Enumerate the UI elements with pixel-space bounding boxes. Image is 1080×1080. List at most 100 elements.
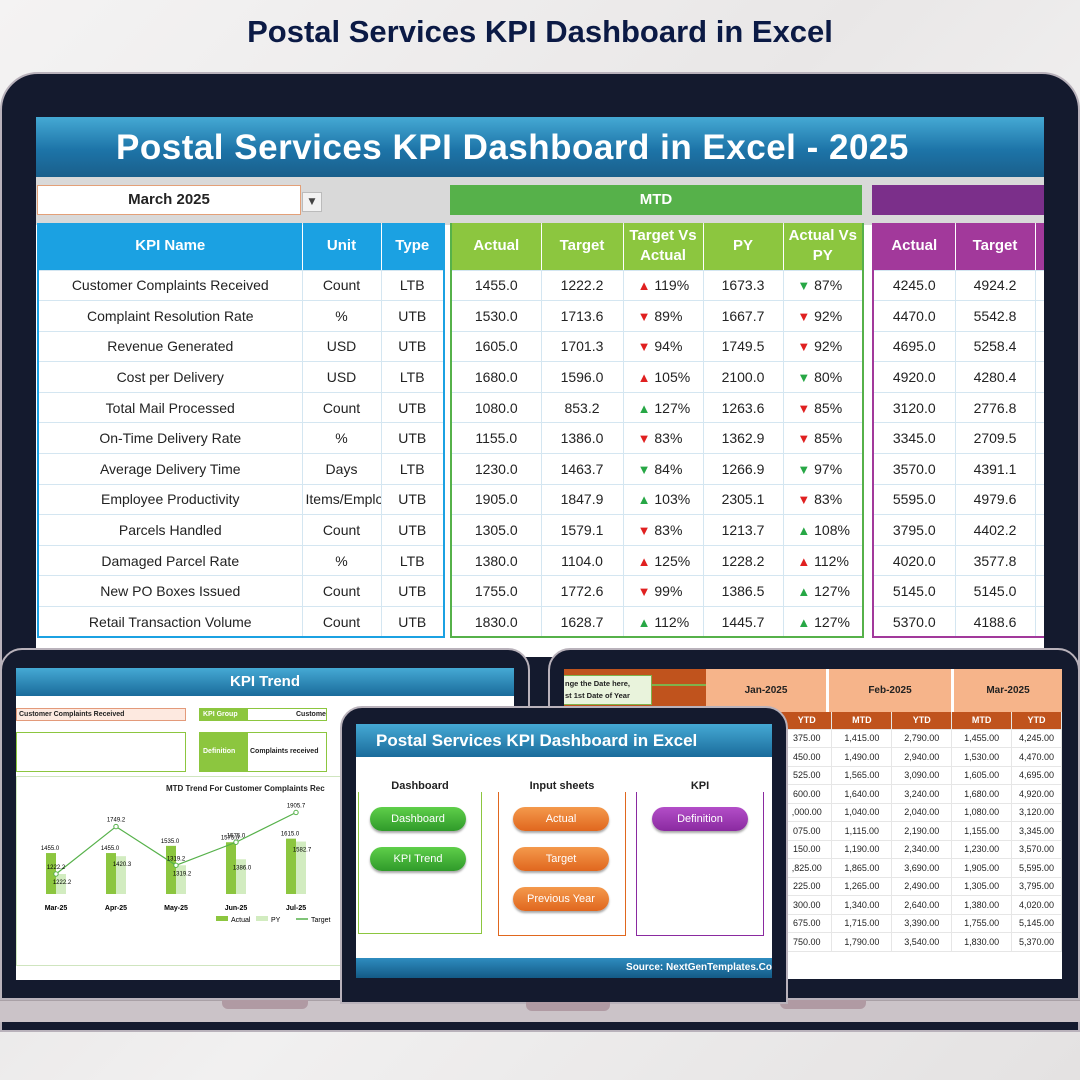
- mtd-py: 1263.6: [703, 392, 784, 424]
- sheet-cell: 1,905.00: [951, 858, 1013, 878]
- mtd-apy: ▼ 83%: [783, 484, 864, 516]
- legend-label: Target: [311, 917, 331, 924]
- ytd-row: 4020.0 3577.8: [873, 545, 1044, 577]
- sheet-table: YTD MTD YTD MTD YTD 375.00 1,415.00 2,790.…: [782, 712, 1062, 952]
- sheet-cell: 1,865.00: [831, 858, 893, 878]
- col-ytd-more: [1035, 223, 1044, 271]
- arrow-up-icon: ▲: [797, 553, 811, 569]
- date-note-line2: st 1st Date of Year: [565, 691, 630, 700]
- sheet-cell: 2,640.00: [891, 895, 953, 915]
- target-button[interactable]: Target: [513, 847, 609, 871]
- arrow-up-icon: ▲: [637, 492, 651, 508]
- ytd-row: 4245.0 4924.2: [873, 270, 1044, 302]
- ytd-more: [1035, 422, 1044, 455]
- sheet-cell: 3,090.00: [891, 766, 953, 785]
- mtd-actual: 1530.0: [451, 300, 542, 332]
- ytd-header: [872, 185, 1044, 215]
- mtd-apy: ▼ 85%: [783, 422, 864, 455]
- chevron-down-icon[interactable]: ▼: [302, 192, 322, 212]
- sheet-cell: 750.00: [782, 932, 833, 952]
- ytd-actual: 5595.0: [873, 484, 956, 516]
- ytd-more: [1035, 331, 1044, 363]
- col-mtd-actual: Actual: [451, 223, 542, 271]
- arrow-down-icon: ▼: [797, 461, 811, 477]
- mtd-actual: 1380.0: [451, 545, 542, 577]
- mtd-py: 1213.7: [703, 514, 784, 546]
- dashboard-banner: Postal Services KPI Dashboard in Excel -…: [36, 117, 1044, 177]
- section-input-title: Input sheets: [498, 780, 626, 792]
- mtd-row: 1305.0 1579.1 ▼ 83% 1213.7 ▲ 108%: [451, 514, 864, 546]
- kpi-trend-button[interactable]: KPI Trend: [370, 847, 466, 871]
- index-title: Postal Services KPI Dashboard in Excel: [356, 724, 772, 757]
- sheet-cell: 5,370.00: [1011, 932, 1062, 952]
- ytd-more: [1035, 606, 1044, 638]
- kpi-row: Average Delivery Time Days LTB: [38, 453, 445, 485]
- kpi-row: On-Time Delivery Rate % UTB: [38, 422, 445, 455]
- section-kpi: [636, 786, 764, 936]
- kpi-unit: Days: [302, 453, 382, 485]
- kpi-selector[interactable]: Customer Complaints Received: [16, 708, 186, 721]
- actual-data-label: 1455.0: [101, 846, 120, 852]
- arrow-up-icon: ▲: [637, 614, 651, 630]
- mtd-py: 1667.7: [703, 300, 784, 332]
- mtd-tva: ▲ 119%: [623, 270, 704, 302]
- mtd-apy: ▼ 80%: [783, 361, 864, 393]
- kpi-name: Retail Transaction Volume: [38, 606, 303, 638]
- ytd-target: 4280.4: [955, 361, 1036, 393]
- kpi-unit: USD: [302, 331, 382, 363]
- mtd-apy: ▼ 85%: [783, 392, 864, 424]
- mtd-row: 1380.0 1104.0 ▲ 125% 1228.2 ▲ 112%: [451, 545, 864, 577]
- kpi-type: LTB: [381, 453, 445, 485]
- month-selector[interactable]: March 2025: [37, 185, 301, 215]
- mtd-py: 1749.5: [703, 331, 784, 363]
- mtd-actual: 1305.0: [451, 514, 542, 546]
- ytd-more: [1035, 575, 1044, 608]
- kpi-unit: Count: [302, 575, 382, 608]
- sheet-cell: 375.00: [782, 729, 833, 748]
- sheet-cell: 1,305.00: [951, 877, 1013, 896]
- mtd-apy: ▲ 127%: [783, 606, 864, 638]
- x-tick-label: Apr-25: [105, 905, 127, 912]
- sheet-row: 525.00 1,565.00 3,090.00 1,605.00 4,695.00: [782, 766, 1062, 785]
- mtd-apy: ▼ 92%: [783, 300, 864, 332]
- ytd-target: 2709.5: [955, 422, 1036, 455]
- sheet-cell: 300.00: [782, 895, 833, 915]
- sheet-row: 225.00 1,265.00 2,490.00 1,305.00 3,795.00: [782, 877, 1062, 896]
- mtd-tva: ▲ 112%: [623, 606, 704, 638]
- legend-swatch: [216, 916, 228, 921]
- sheet-row: ,000.00 1,040.00 2,040.00 1,080.00 3,120.00: [782, 803, 1062, 822]
- dashboard-button[interactable]: Dashboard: [370, 807, 466, 831]
- mtd-row: 1680.0 1596.0 ▲ 105% 2100.0 ▼ 80%: [451, 361, 864, 393]
- section-dashboard: [358, 786, 482, 934]
- py-bar: [176, 865, 186, 894]
- col-mtd-target: Target: [541, 223, 624, 271]
- kpi-type: LTB: [381, 270, 445, 302]
- py-data-label: 1386.0: [233, 865, 252, 871]
- month-feb: Feb-2025: [829, 669, 951, 712]
- sheet-row: ,825.00 1,865.00 3,690.00 1,905.00 5,595.00: [782, 858, 1062, 878]
- mtd-target: 1222.2: [541, 270, 624, 302]
- mtd-py: 1445.7: [703, 606, 784, 638]
- col-kpi-name: KPI Name: [38, 223, 303, 271]
- kpi-unit: %: [302, 300, 382, 332]
- actual-button[interactable]: Actual: [513, 807, 609, 831]
- note-arrow: [652, 684, 706, 686]
- definition-button[interactable]: Definition: [652, 807, 748, 831]
- sub-ytd-jan: YTD: [782, 712, 833, 730]
- previous-year-button[interactable]: Previous Year: [513, 887, 609, 911]
- target-data-label: 1319.2: [167, 856, 186, 862]
- kpi-name: Employee Productivity: [38, 484, 303, 516]
- kpi-name: Revenue Generated: [38, 331, 303, 363]
- ytd-row: 3795.0 4402.2: [873, 514, 1044, 546]
- kpi-name: Total Mail Processed: [38, 392, 303, 424]
- actual-data-label: 1615.0: [281, 832, 300, 838]
- kpi-name: Average Delivery Time: [38, 453, 303, 485]
- kpi-unit: Count: [302, 392, 382, 424]
- mtd-row: 1530.0 1713.6 ▼ 89% 1667.7 ▼ 92%: [451, 300, 864, 332]
- kpi-group-label: KPI Group: [199, 708, 247, 721]
- mtd-target: 1847.9: [541, 484, 624, 516]
- arrow-down-icon: ▼: [797, 400, 811, 416]
- sheet-cell: 1,380.00: [951, 895, 1013, 915]
- kpi-type: UTB: [381, 484, 445, 516]
- mtd-row: 1080.0 853.2 ▲ 127% 1263.6 ▼ 85%: [451, 392, 864, 424]
